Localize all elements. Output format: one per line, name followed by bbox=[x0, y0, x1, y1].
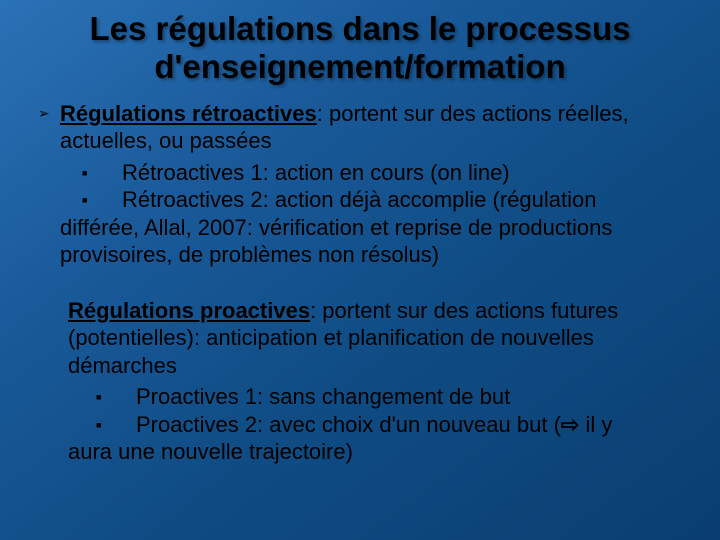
retroactives-lead: Régulations rétroactives: portent sur de… bbox=[60, 101, 629, 154]
title-line-1: Les régulations dans le processus bbox=[89, 10, 630, 47]
pro-sub-1-text: Proactives 1: sans changement de but bbox=[136, 383, 690, 411]
retroactives-content: Régulations rétroactives: portent sur de… bbox=[60, 100, 690, 269]
retro-sub-2-line1: Rétroactives 2: action déjà accomplie (r… bbox=[122, 186, 690, 214]
bullet-retroactives: ➢ Régulations rétroactives: portent sur … bbox=[38, 100, 690, 269]
retro-sub-2: ■ Rétroactives 2: action déjà accomplie … bbox=[82, 186, 690, 214]
pro-sub-2-line1: Proactives 2: avec choix d'un nouveau bu… bbox=[136, 411, 690, 439]
retro-sub-2-wrap: différée, Allal, 2007: vérification et r… bbox=[60, 214, 690, 269]
pro-sub-1: ■ Proactives 1: sans changement de but bbox=[96, 383, 690, 411]
title-line-2: d'enseignement/formation bbox=[154, 48, 565, 85]
square-icon: ■ bbox=[82, 186, 122, 206]
square-icon: ■ bbox=[96, 383, 136, 403]
pro-sub-2-b: il y bbox=[579, 412, 612, 437]
pro-sub-2: ■ Proactives 2: avec choix d'un nouveau … bbox=[96, 411, 690, 439]
body: ➢ Régulations rétroactives: portent sur … bbox=[38, 100, 690, 466]
proactives-sublist: ■ Proactives 1: sans changement de but ■… bbox=[68, 383, 690, 466]
chevron-icon: ➢ bbox=[38, 100, 60, 122]
pro-sub-2-a: Proactives 2: avec choix d'un nouveau bu… bbox=[136, 412, 561, 437]
retro-sub-1-text: Rétroactives 1: action en cours (on line… bbox=[122, 159, 690, 187]
bullet-proactives: Régulations proactives: portent sur des … bbox=[68, 297, 690, 466]
square-icon: ■ bbox=[96, 411, 136, 431]
slide: Les régulations dans le processus d'ense… bbox=[0, 0, 720, 540]
pro-sub-2-wrap: aura une nouvelle trajectoire) bbox=[68, 438, 690, 466]
square-icon: ■ bbox=[82, 159, 122, 179]
slide-title: Les régulations dans le processus d'ense… bbox=[30, 10, 690, 86]
proactives-lead: Régulations proactives: portent sur des … bbox=[68, 298, 618, 378]
retroactives-head: Régulations rétroactives bbox=[60, 101, 317, 126]
retro-sub-1: ■ Rétroactives 1: action en cours (on li… bbox=[82, 159, 690, 187]
proactives-head: Régulations proactives bbox=[68, 298, 310, 323]
arrow-icon: ⇨ bbox=[561, 412, 579, 437]
retroactives-sublist: ■ Rétroactives 1: action en cours (on li… bbox=[60, 159, 690, 269]
